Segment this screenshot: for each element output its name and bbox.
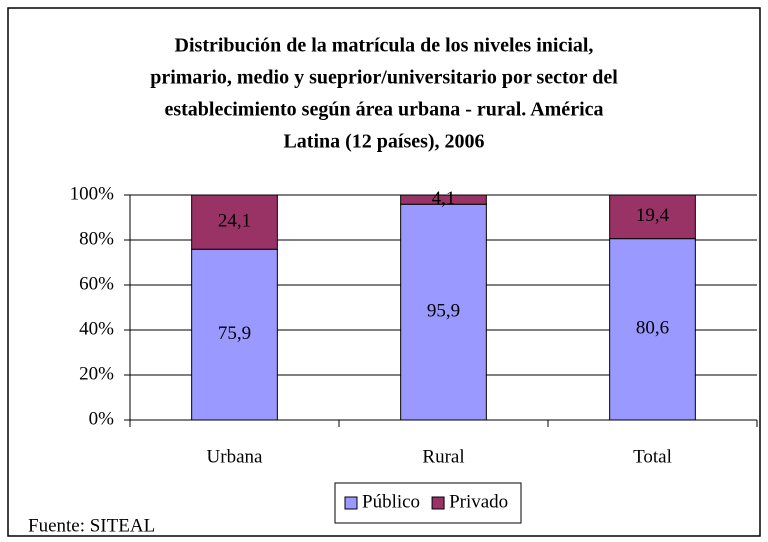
- chart-title: Latina (12 países), 2006: [283, 131, 484, 153]
- y-tick-label: 60%: [79, 273, 114, 294]
- bar-segment: [609, 194, 696, 240]
- y-tick-label: 80%: [79, 228, 114, 249]
- bar-segment: [191, 248, 278, 421]
- bar-segment: [191, 194, 278, 250]
- bar-segment: [609, 238, 696, 421]
- legend-label: Privado: [449, 491, 508, 512]
- x-tick-label: Rural: [422, 446, 464, 467]
- value-label: 75,9: [218, 323, 251, 344]
- y-tick-label: 40%: [79, 318, 114, 339]
- legend-swatch: [344, 496, 358, 510]
- value-label: 19,4: [636, 205, 670, 226]
- value-label: 95,9: [427, 300, 460, 321]
- y-tick-label: 0%: [89, 408, 115, 429]
- source: Fuente: SITEAL: [28, 515, 155, 536]
- x-tick-label: Urbana: [207, 446, 263, 467]
- bar-segment: [400, 203, 487, 421]
- legend-swatch: [431, 496, 445, 510]
- value-label: 24,1: [218, 210, 251, 231]
- legend-box: [334, 482, 522, 524]
- x-tick-label: Total: [633, 446, 672, 467]
- value-label: 80,6: [636, 318, 669, 339]
- chart-title: Distribución de la matrícula de los nive…: [175, 35, 594, 57]
- chart-title: primario, medio y sueprior/universitario…: [150, 67, 618, 89]
- value-label: 4,1: [432, 188, 456, 209]
- bar-segment: [400, 194, 487, 205]
- y-tick-label: 20%: [79, 363, 114, 384]
- legend-label: Público: [362, 491, 420, 512]
- y-tick-label: 100%: [70, 183, 115, 204]
- chart-title: establecimiento según área urbana - rura…: [164, 99, 603, 121]
